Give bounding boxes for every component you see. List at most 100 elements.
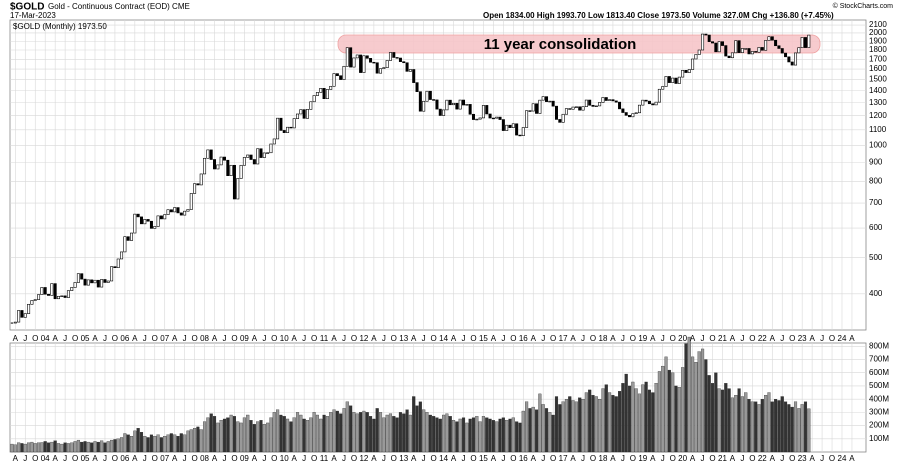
- x-tick-label: J: [342, 334, 346, 343]
- candle: [369, 58, 373, 63]
- candle: [30, 300, 34, 305]
- x-tick-label: 12: [359, 454, 368, 463]
- x-tick-label: J: [382, 334, 386, 343]
- x-tick-label: J: [661, 334, 665, 343]
- x-tick-label: J: [342, 454, 346, 463]
- candle: [631, 113, 635, 118]
- x-tick-label: O: [231, 454, 237, 463]
- candle: [232, 164, 236, 200]
- x-tick-label: O: [510, 334, 516, 343]
- volume-bar: [787, 404, 791, 453]
- volume-bar: [279, 414, 283, 453]
- x-tick-label: O: [709, 454, 715, 463]
- x-tick-label: J: [262, 454, 266, 463]
- volume-bar: [754, 401, 758, 453]
- volume-bar: [624, 373, 628, 453]
- candle: [113, 266, 117, 268]
- volume-bar: [681, 367, 685, 453]
- candle: [545, 96, 549, 102]
- candle: [455, 102, 459, 110]
- x-tick-label: O: [590, 454, 596, 463]
- x-tick-label: O: [470, 334, 476, 343]
- volume-bar: [212, 416, 217, 453]
- volume-bar: [110, 439, 114, 453]
- volume-bar: [498, 418, 502, 453]
- volume-bar: [276, 409, 280, 453]
- volume-bar: [183, 434, 187, 453]
- volume-bar: [471, 417, 476, 453]
- volume-bar: [402, 413, 406, 453]
- x-tick-label: J: [23, 454, 27, 463]
- volume-bar: [196, 426, 200, 453]
- candle: [299, 109, 303, 115]
- x-tick-label: 16: [519, 454, 528, 463]
- candle: [169, 209, 173, 213]
- x-tick-label: O: [829, 334, 835, 343]
- volume-bar: [747, 399, 751, 453]
- volume-bar: [452, 420, 456, 453]
- candle: [704, 33, 708, 36]
- candle: [777, 45, 781, 49]
- candle: [315, 92, 319, 96]
- volume-bar: [564, 399, 568, 453]
- x-tick-label: A: [92, 454, 98, 463]
- x-tick-label: 04: [41, 334, 50, 343]
- volume-bar: [73, 441, 77, 453]
- volume-bar: [760, 399, 764, 453]
- candle: [123, 236, 127, 253]
- volume-bar: [677, 387, 681, 453]
- x-tick-label: A: [13, 334, 19, 343]
- volume-bar: [342, 408, 346, 453]
- y-tick-label: 1200: [869, 111, 887, 120]
- x-tick-label: J: [103, 454, 107, 463]
- x-tick-label: 05: [81, 454, 90, 463]
- candle: [43, 287, 47, 295]
- volume-bar: [465, 422, 469, 453]
- x-tick-label: J: [183, 454, 187, 463]
- candle: [468, 104, 472, 115]
- x-tick-label: 15: [479, 454, 488, 463]
- x-tick-label: A: [172, 334, 178, 343]
- x-tick-label: A: [292, 334, 298, 343]
- candle: [445, 99, 449, 111]
- volume-bar: [163, 435, 167, 453]
- candle: [37, 294, 41, 300]
- x-tick-label: A: [13, 454, 19, 463]
- candle: [412, 69, 416, 83]
- volume-bar: [594, 396, 598, 453]
- x-tick-label: 10: [280, 334, 289, 343]
- volume-bar: [372, 418, 376, 453]
- candle: [677, 76, 681, 84]
- x-tick-label: A: [650, 454, 656, 463]
- volume-bar: [146, 437, 150, 453]
- x-tick-label: 18: [599, 334, 608, 343]
- volume-bar: [388, 413, 393, 453]
- volume-bar: [60, 443, 64, 453]
- x-tick-label: O: [749, 334, 755, 343]
- volume-bar: [442, 414, 446, 453]
- x-tick-label: J: [302, 454, 306, 463]
- x-tick-label: 13: [399, 454, 408, 463]
- volume-tick-label: 700M: [869, 355, 889, 364]
- volume-bar: [272, 412, 276, 453]
- x-tick-label: O: [670, 334, 676, 343]
- candle: [485, 105, 489, 115]
- candle: [60, 295, 64, 297]
- candle: [272, 138, 276, 145]
- x-tick-label: O: [550, 334, 556, 343]
- x-tick-label: O: [311, 334, 317, 343]
- volume-bar: [90, 442, 94, 453]
- volume-bar: [780, 396, 784, 453]
- candle: [342, 65, 346, 80]
- candle: [398, 57, 402, 62]
- x-tick-label: O: [789, 334, 795, 343]
- candle: [711, 41, 715, 44]
- price-panel: [9, 19, 867, 331]
- x-tick-label: J: [382, 454, 386, 463]
- candle: [588, 99, 592, 106]
- volume-tick-label: 300M: [869, 407, 889, 416]
- candle: [694, 54, 698, 60]
- x-tick-label: J: [780, 454, 784, 463]
- x-tick-label: A: [491, 454, 497, 463]
- candle: [564, 108, 568, 115]
